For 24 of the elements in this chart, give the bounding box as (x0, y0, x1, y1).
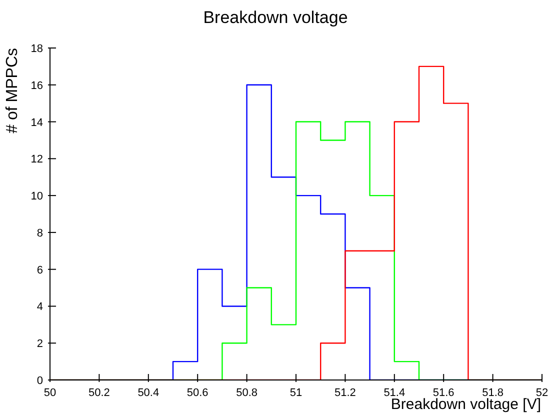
x-tick-label: 50.6 (186, 387, 208, 399)
x-tick-label: 51.2 (334, 387, 356, 399)
x-tick-label: 50 (44, 387, 56, 399)
y-axis-title: # of MPPCs (4, 48, 22, 134)
x-tick-label: 50.8 (236, 387, 258, 399)
y-tick-label: 16 (30, 80, 43, 92)
y-tick-label: 10 (30, 190, 43, 203)
y-tick-label: 6 (36, 264, 43, 276)
y-tick-label: 4 (36, 301, 43, 314)
x-tick-label: 51.8 (482, 387, 504, 399)
y-tick-label: 14 (30, 116, 43, 129)
x-axis-title: Breakdown voltage [V] (390, 396, 541, 413)
x-tick-label: 51.4 (384, 387, 406, 399)
y-tick-label: 18 (30, 43, 43, 55)
x-tick-label: 51 (290, 387, 302, 399)
y-tick-label: 12 (30, 154, 43, 166)
x-tick-label: 52 (536, 387, 548, 399)
chart-title: Breakdown voltage (202, 8, 349, 28)
x-tick-label: 51.6 (432, 387, 454, 399)
y-tick-label: 2 (36, 338, 43, 350)
y-tick-label: 8 (36, 227, 43, 240)
x-tick-label: 50.4 (138, 387, 160, 399)
x-tick-label: 50.2 (88, 387, 110, 399)
y-tick-label: 0 (36, 375, 43, 387)
